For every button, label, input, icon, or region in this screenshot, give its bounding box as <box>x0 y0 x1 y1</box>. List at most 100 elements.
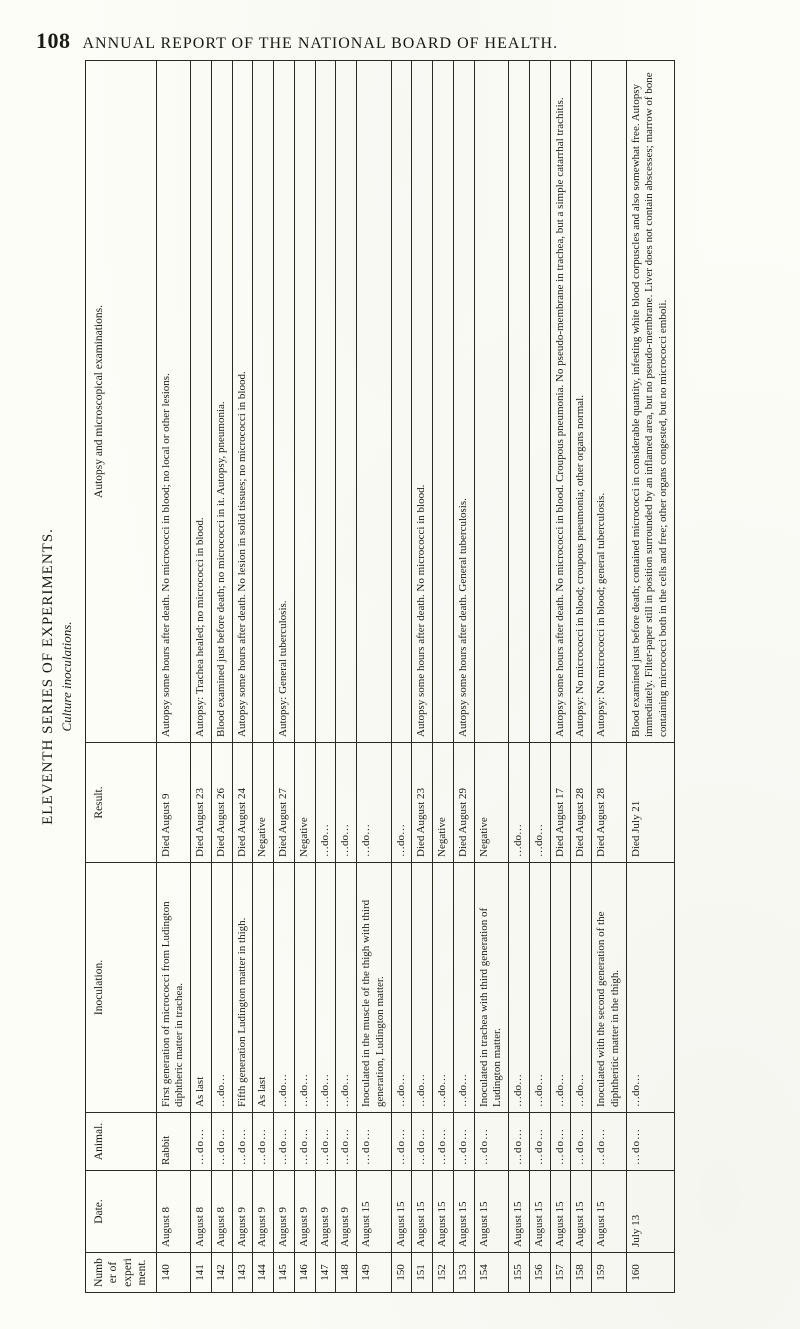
page: 108 ANNUAL REPORT OF THE NATIONAL BOARD … <box>0 0 800 1329</box>
cell-date: August 15 <box>592 1171 627 1253</box>
cell-number: 147 <box>315 1253 336 1293</box>
cell-autopsy: Autopsy: General tuberculosis. <box>274 61 295 743</box>
cell-number: 140 <box>156 1253 191 1293</box>
cell-animal: …do… <box>232 1113 253 1171</box>
cell-date: August 15 <box>474 1171 509 1253</box>
cell-autopsy: Autopsy: No micrococci in blood; general… <box>592 61 627 743</box>
cell-animal: …do… <box>191 1113 212 1171</box>
table-row: 150August 15…do……do……do… <box>391 61 412 1293</box>
cell-result: …do… <box>315 743 336 863</box>
cell-date: August 15 <box>529 1171 550 1253</box>
cell-inoculation: As last <box>191 863 212 1113</box>
cell-number: 151 <box>412 1253 433 1293</box>
table-row: 151August 15…do……do…Died August 23Autops… <box>412 61 433 1293</box>
cell-date: August 15 <box>433 1171 454 1253</box>
running-title: ANNUAL REPORT OF THE NATIONAL BOARD OF H… <box>83 35 559 53</box>
cell-autopsy <box>433 61 454 743</box>
cell-result: …do… <box>391 743 412 863</box>
cell-autopsy <box>474 61 509 743</box>
table-row: 159August 15…do…Inoculated with the seco… <box>592 61 627 1293</box>
table-row: 155August 15…do……do……do… <box>509 61 530 1293</box>
cell-result: Died August 29 <box>453 743 474 863</box>
cell-number: 153 <box>453 1253 474 1293</box>
cell-result: Negative <box>253 743 274 863</box>
cell-animal: …do… <box>592 1113 627 1171</box>
table-row: 140August 8RabbitFirst generation of mic… <box>156 61 191 1293</box>
table-row: 149August 15…do…Inoculated in the muscle… <box>357 61 392 1293</box>
cell-autopsy: Blood examined just before death; no mic… <box>211 61 232 743</box>
cell-date: August 9 <box>336 1171 357 1253</box>
cell-date: August 8 <box>191 1171 212 1253</box>
table-row: 148August 9…do……do……do… <box>336 61 357 1293</box>
cell-animal: …do… <box>571 1113 592 1171</box>
cell-inoculation: Inoculated in the muscle of the thigh wi… <box>357 863 392 1113</box>
cell-inoculation: …do… <box>509 863 530 1113</box>
cell-number: 154 <box>474 1253 509 1293</box>
cell-animal: …do… <box>253 1113 274 1171</box>
cell-animal: …do… <box>550 1113 571 1171</box>
cell-animal: Rabbit <box>156 1113 191 1171</box>
cell-number: 142 <box>211 1253 232 1293</box>
table-row: 143August 9…do…Fifth generation Ludingto… <box>232 61 253 1293</box>
cell-number: 159 <box>592 1253 627 1293</box>
cell-inoculation: …do… <box>550 863 571 1113</box>
cell-date: August 9 <box>232 1171 253 1253</box>
cell-autopsy <box>391 61 412 743</box>
cell-date: August 15 <box>571 1171 592 1253</box>
cell-result: Died August 23 <box>191 743 212 863</box>
cell-inoculation: …do… <box>433 863 454 1113</box>
cell-animal: …do… <box>315 1113 336 1171</box>
cell-number: 157 <box>550 1253 571 1293</box>
cell-result: Died August 17 <box>550 743 571 863</box>
table-row: 153August 15…do……do…Died August 29Autops… <box>453 61 474 1293</box>
cell-result: Negative <box>474 743 509 863</box>
cell-animal: …do… <box>391 1113 412 1171</box>
table-row: 152August 15…do……do…Negative <box>433 61 454 1293</box>
cell-result: …do… <box>336 743 357 863</box>
rotated-table-wrap: ELEVENTH SERIES OF EXPERIMENTS. Culture … <box>36 60 764 1293</box>
cell-number: 141 <box>191 1253 212 1293</box>
cell-inoculation: …do… <box>391 863 412 1113</box>
cell-inoculation: …do… <box>571 863 592 1113</box>
table-row: 158August 15…do……do…Died August 28Autops… <box>571 61 592 1293</box>
cell-animal: …do… <box>626 1113 674 1171</box>
table-row: 146August 9…do……do…Negative <box>294 61 315 1293</box>
cell-number: 148 <box>336 1253 357 1293</box>
cell-autopsy <box>529 61 550 743</box>
cell-result: Died August 28 <box>571 743 592 863</box>
cell-number: 152 <box>433 1253 454 1293</box>
cell-autopsy: Autopsy some hours after death. No lesio… <box>232 61 253 743</box>
table-row: 145August 9…do……do…Died August 27Autopsy… <box>274 61 295 1293</box>
cell-date: August 15 <box>412 1171 433 1253</box>
rotated-table: ELEVENTH SERIES OF EXPERIMENTS. Culture … <box>36 60 764 1293</box>
table-row: 141August 8…do…As lastDied August 23Auto… <box>191 61 212 1293</box>
cell-result: …do… <box>529 743 550 863</box>
col-inoculation: Inoculation. <box>86 863 157 1113</box>
cell-date: August 9 <box>274 1171 295 1253</box>
table-head: Number of experiment. Date. Animal. Inoc… <box>86 61 157 1293</box>
cell-animal: …do… <box>294 1113 315 1171</box>
series-title: ELEVENTH SERIES OF EXPERIMENTS. <box>40 60 57 1293</box>
cell-inoculation: …do… <box>274 863 295 1113</box>
cell-animal: …do… <box>336 1113 357 1171</box>
cell-number: 149 <box>357 1253 392 1293</box>
series-subtitle: Culture inoculations. <box>59 60 75 1293</box>
cell-animal: …do… <box>357 1113 392 1171</box>
cell-date: July 13 <box>626 1171 674 1253</box>
table-row: 142August 8…do……do…Died August 26Blood e… <box>211 61 232 1293</box>
cell-inoculation: Inoculated in trachea with third generat… <box>474 863 509 1113</box>
col-animal: Animal. <box>86 1113 157 1171</box>
cell-animal: …do… <box>211 1113 232 1171</box>
cell-date: August 8 <box>211 1171 232 1253</box>
cell-autopsy: Blood examined just before death; contai… <box>626 61 674 743</box>
cell-result: Died August 26 <box>211 743 232 863</box>
cell-inoculation: …do… <box>336 863 357 1113</box>
cell-result: Negative <box>294 743 315 863</box>
cell-result: Died August 27 <box>274 743 295 863</box>
cell-inoculation: …do… <box>294 863 315 1113</box>
cell-number: 146 <box>294 1253 315 1293</box>
cell-autopsy: Autopsy some hours after death. No micro… <box>550 61 571 743</box>
cell-autopsy <box>336 61 357 743</box>
cell-animal: …do… <box>412 1113 433 1171</box>
table-row: 154August 15…do…Inoculated in trachea wi… <box>474 61 509 1293</box>
